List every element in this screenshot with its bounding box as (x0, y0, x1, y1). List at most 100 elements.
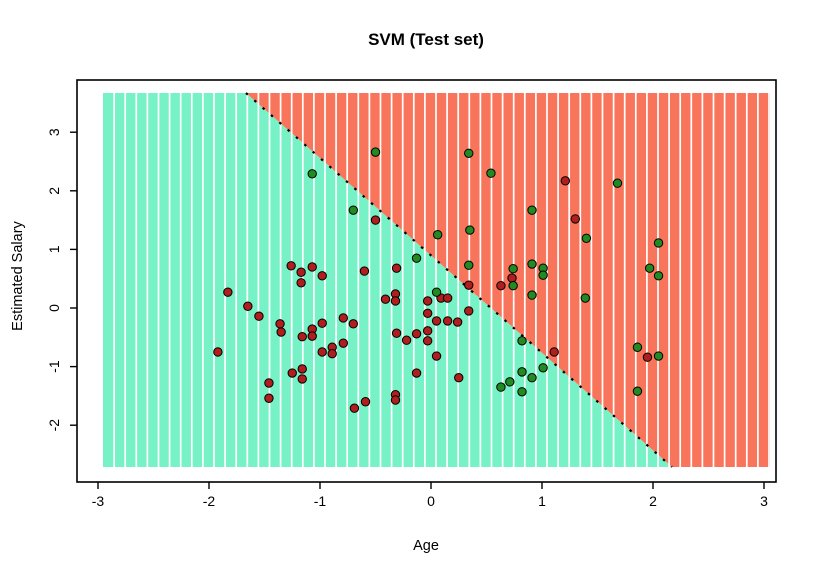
data-point-red (391, 263, 402, 273)
plot-box (76, 79, 777, 483)
data-point-red (422, 336, 433, 346)
data-point-red (496, 281, 506, 291)
x-axis-label: Age (413, 538, 439, 554)
data-point-green (370, 147, 381, 157)
data-point-green (464, 260, 474, 270)
data-point-green (538, 270, 548, 280)
data-point-red (275, 319, 285, 329)
data-point-green (517, 336, 527, 346)
data-point-green (653, 351, 664, 361)
data-point-red (422, 308, 433, 318)
data-point-green (653, 238, 664, 248)
data-point-red (307, 262, 317, 272)
data-point-red (276, 327, 286, 337)
data-point-red (338, 313, 349, 323)
data-point-red (431, 316, 442, 326)
x-tick-label: 3 (760, 493, 768, 509)
data-point-green (464, 148, 474, 158)
data-point-red (264, 378, 274, 388)
data-point-red (213, 347, 223, 357)
data-point-green (612, 178, 623, 188)
data-point-red (254, 311, 264, 321)
x-tick-label: 0 (427, 493, 435, 509)
data-point-red (549, 347, 559, 357)
data-point-red (297, 332, 307, 342)
data-point-red (307, 331, 317, 341)
data-point-green (508, 264, 518, 274)
data-point-red (507, 273, 517, 283)
data-point-red (317, 347, 327, 357)
y-tick-label: 3 (46, 128, 62, 136)
data-point-green (538, 363, 548, 373)
data-point-red (296, 267, 306, 277)
data-point-red (243, 301, 253, 311)
x-tick-label: -3 (92, 493, 105, 509)
data-point-red (390, 296, 401, 306)
data-point-red (454, 373, 464, 383)
data-point-red (297, 364, 307, 374)
data-point-green (644, 263, 655, 273)
data-point-red (642, 352, 653, 362)
data-point-red (560, 176, 571, 186)
data-point-red (401, 335, 412, 345)
data-point-red (338, 338, 349, 348)
decision-region-green (102, 92, 672, 467)
y-tick-label: 2 (46, 187, 62, 195)
x-tick-label: -2 (203, 493, 216, 509)
data-point-green (307, 169, 317, 179)
data-point-green (432, 230, 443, 240)
data-point-red (464, 306, 474, 316)
data-point-green (505, 377, 515, 387)
data-point-red (570, 214, 580, 224)
data-point-red (422, 326, 433, 336)
x-tick-label: 1 (538, 493, 546, 509)
data-point-green (411, 253, 422, 263)
data-point-red (422, 296, 433, 306)
data-point-red (264, 393, 274, 403)
data-point-red (286, 261, 296, 271)
data-point-red (360, 397, 371, 407)
data-point-red (442, 316, 453, 326)
data-point-green (517, 387, 527, 397)
data-point-green (508, 281, 518, 291)
data-point-red (317, 271, 327, 281)
data-point-red (223, 287, 233, 297)
data-point-green (348, 205, 358, 215)
data-point-red (464, 280, 474, 290)
data-point-red (390, 395, 401, 405)
data-point-red (370, 215, 381, 225)
data-point-green (496, 382, 506, 392)
data-point-red (327, 349, 337, 359)
data-point-red (287, 368, 297, 378)
data-point-red (391, 328, 402, 338)
data-point-green (486, 168, 496, 178)
data-point-red (317, 318, 327, 328)
data-point-green (517, 367, 527, 377)
x-tick-label: 2 (649, 493, 657, 509)
data-point-red (297, 374, 307, 384)
data-point-green (632, 386, 643, 396)
data-point-green (527, 259, 537, 269)
data-point-green (527, 290, 537, 300)
data-point-red (349, 403, 360, 413)
data-point-red (296, 278, 306, 288)
data-point-green (581, 233, 592, 243)
data-point-green (431, 287, 442, 297)
data-point-red (452, 317, 463, 327)
x-tick-label: -1 (314, 493, 327, 509)
y-tick-label: 1 (46, 245, 62, 253)
data-point-green (653, 271, 664, 281)
data-point-red (411, 329, 422, 339)
data-point-red (348, 319, 358, 329)
data-point-red (442, 293, 453, 303)
data-point-green (580, 293, 590, 303)
data-point-red (380, 294, 391, 304)
y-tick-label: -2 (46, 419, 62, 432)
data-point-green (527, 205, 537, 215)
y-tick-label: 0 (46, 304, 62, 312)
data-point-red (359, 266, 370, 276)
data-point-red (431, 351, 442, 361)
y-tick-label: -1 (46, 360, 62, 373)
